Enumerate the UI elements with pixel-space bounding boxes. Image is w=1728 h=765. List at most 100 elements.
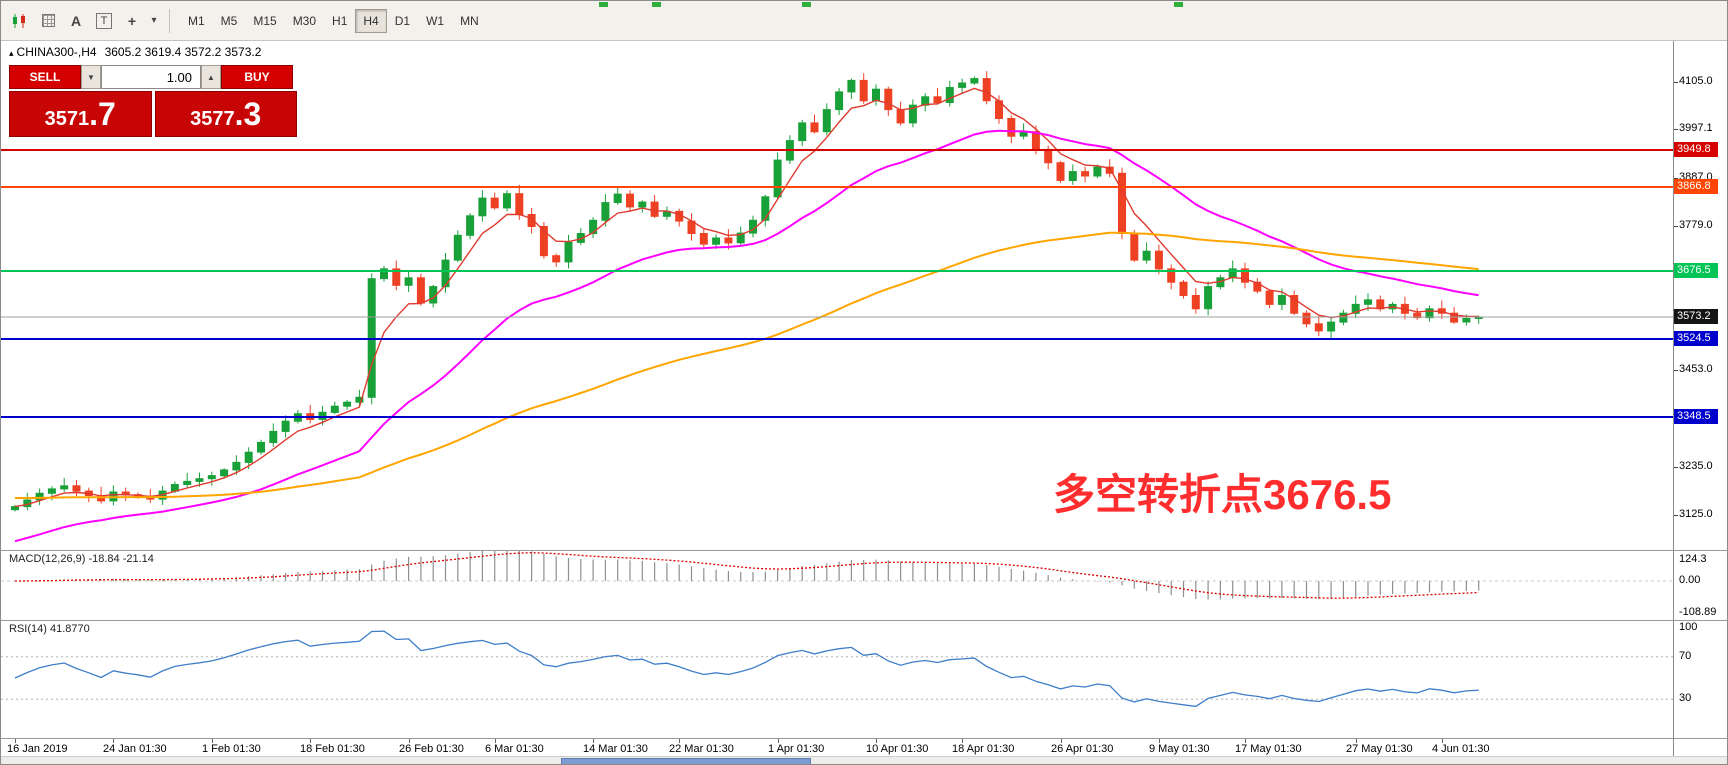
one-click-trading-panel: SELL ▼ 1.00 ▲ BUY 3571.7 3577.3 [9,65,297,137]
artifact-mark [599,2,608,7]
candle-body [72,485,81,492]
grid-icon[interactable] [35,8,61,34]
candle-body [183,480,192,485]
candle-body [1068,171,1077,182]
candle-body [798,122,807,142]
time-tick-mark [1061,739,1062,743]
time-tick-mark [1159,739,1160,743]
buy-button[interactable]: BUY [221,65,293,89]
annotation-text: 多空转折点3676.5 [1053,471,1392,518]
time-axis-label: 27 May 01:30 [1346,743,1413,755]
symbol-name: CHINA300-,H4 [16,45,97,59]
timeframe-button-m1[interactable]: M1 [188,13,205,28]
time-tick-mark [962,739,963,743]
candle-body [1327,321,1336,332]
candle-body [872,88,880,102]
timeframe-button-m15[interactable]: M15 [253,13,277,28]
candle-body [1265,290,1274,305]
candle-body [380,268,388,280]
rsi-line [14,630,1479,708]
candle-body [466,215,475,236]
text-tool-icon[interactable]: A [70,12,82,29]
candle-body [416,277,425,304]
timeframe-button-mn[interactable]: MN [460,13,479,28]
candle-body [576,233,585,243]
candle-body [220,469,229,477]
volume-increase-button[interactable]: ▲ [201,65,221,89]
timeframe-button-w1[interactable]: W1 [426,13,445,28]
candle-body [207,475,216,480]
collapse-arrow-icon[interactable]: ▴ [9,48,14,58]
candle-body [810,122,819,133]
rsi-indicator-panel: RSI(14) 41.8770 100 70 30 [1,620,1728,739]
candle-body [773,159,782,198]
candle-body [933,96,942,104]
time-axis-label: 26 Feb 01:30 [399,743,464,755]
timeframe-button-h4[interactable]: H4 [355,8,387,33]
candle-body [1093,166,1102,177]
candle-body [945,87,954,103]
ma-line-24 [14,129,1479,543]
time-tick-mark [778,739,779,743]
candle-body [453,234,462,261]
time-tick-mark [1356,739,1357,743]
candle-body [1118,172,1126,235]
timeframe-button-d1[interactable]: D1 [394,13,411,28]
main-chart-panel: ▴ CHINA300-,H4 3605.2 3619.4 3572.2 3573.2… [1,41,1728,550]
indicator-icon[interactable] [7,8,33,34]
time-tick-mark [15,739,16,743]
candle-body [699,233,708,245]
candle-body [982,78,991,102]
macd-signal-line [14,552,1479,599]
timeframe-button-m5[interactable]: M5 [220,13,238,28]
time-axis: 16 Jan 2019 24 Jan 01:30 1 Feb 01:30 18 Feb… [1,738,1727,756]
candle-body [355,396,364,403]
candle-body [822,109,831,133]
time-axis-label: 24 Jan 01:30 [103,743,167,755]
candle-body [835,91,844,111]
candle-body [515,193,524,215]
candle-body [1081,171,1090,177]
time-axis-label: 6 Mar 01:30 [485,743,544,755]
candle-body [1179,281,1188,296]
candle-body [650,201,659,217]
candle-body [638,201,647,208]
candle-body [896,109,905,124]
sell-price-main: 3571 [44,108,90,130]
candle-body [1277,295,1286,305]
candle-body [1007,118,1016,137]
label-tool-icon[interactable]: T [91,8,117,34]
candle-body [1204,286,1213,310]
sell-price-display[interactable]: 3571.7 [9,91,152,137]
crosshair-icon[interactable]: + [127,12,137,29]
candle-body [232,461,241,471]
artifact-mark [802,2,811,7]
timeframe-button-m30[interactable]: M30 [292,13,317,28]
trade-panel-price-row: 3571.7 3577.3 [9,91,297,137]
time-axis-label: 18 Apr 01:30 [952,743,1015,755]
candle-body [564,241,573,263]
timeframe-button-h1[interactable]: H1 [332,13,348,28]
label-tool-glyph: T [95,12,113,29]
time-axis-label: 16 Jan 2019 [7,743,68,755]
candle-body [1425,308,1434,319]
scrollbar-thumb[interactable] [561,758,811,764]
candle-body [527,214,536,227]
buy-price-main: 3577 [190,108,235,130]
sell-button[interactable]: SELL [9,65,81,89]
buy-price-big-digit: .3 [234,96,262,132]
candle-body [35,492,44,501]
buy-price-display[interactable]: 3577.3 [154,91,297,137]
candle-body [884,88,893,111]
candle-body [490,197,499,209]
macd-canvas[interactable] [1,549,1728,621]
rsi-canvas[interactable] [1,621,1728,739]
price-chart-canvas[interactable] [1,41,1728,550]
candle-body [257,441,265,453]
candle-body [441,259,450,288]
volume-input[interactable]: 1.00 [101,65,201,89]
volume-decrease-button[interactable]: ▼ [81,65,101,89]
chevron-down-icon[interactable]: ▾ [151,15,157,26]
candle-body [761,196,770,221]
candle-body [478,197,487,217]
